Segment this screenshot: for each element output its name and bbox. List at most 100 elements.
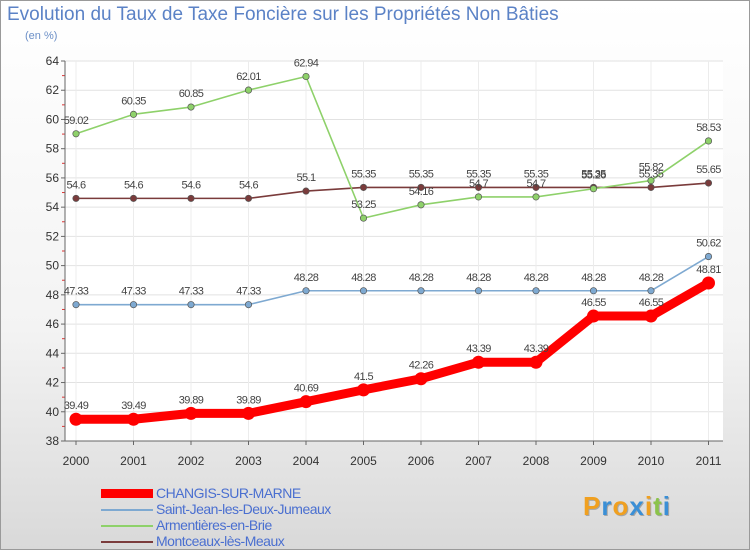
data-label: 39.49 bbox=[121, 400, 146, 412]
data-label: 55.26 bbox=[581, 170, 606, 182]
data-label: 60.85 bbox=[179, 88, 204, 100]
data-label: 55.35 bbox=[409, 168, 434, 180]
y-tick-label: 58 bbox=[46, 142, 60, 156]
y-tick-label: 42 bbox=[46, 376, 60, 390]
data-label: 60.35 bbox=[121, 95, 146, 107]
data-point bbox=[359, 183, 368, 191]
data-label: 54.6 bbox=[124, 179, 143, 191]
data-label: 47.33 bbox=[121, 286, 146, 298]
data-point bbox=[644, 309, 658, 323]
data-point bbox=[417, 287, 425, 295]
x-tick-label: 2001 bbox=[120, 454, 147, 468]
data-point bbox=[129, 194, 138, 202]
data-label: 55.1 bbox=[296, 172, 315, 184]
data-point bbox=[127, 412, 140, 426]
data-point bbox=[589, 287, 598, 295]
x-tick-label: 2008 bbox=[523, 454, 550, 468]
data-label: 55.35 bbox=[581, 168, 606, 180]
y-tick-label: 56 bbox=[46, 171, 60, 185]
legend-label: Montceaux-lès-Meaux bbox=[156, 533, 285, 549]
legend-label: Armentières-en-Brie bbox=[156, 517, 272, 533]
data-label: 62.94 bbox=[294, 57, 319, 69]
y-tick-label: 46 bbox=[46, 317, 60, 331]
legend-swatch bbox=[101, 525, 153, 527]
data-label: 54.6 bbox=[181, 179, 200, 191]
series-0 bbox=[69, 276, 715, 426]
data-label: 47.33 bbox=[179, 286, 204, 298]
chart-title: Evolution du Taux de Taxe Foncière sur l… bbox=[7, 4, 559, 25]
y-tick-label: 54 bbox=[46, 200, 60, 214]
data-label: 43.39 bbox=[466, 343, 491, 355]
data-point bbox=[704, 137, 713, 145]
data-point bbox=[187, 301, 195, 309]
data-point bbox=[242, 406, 255, 420]
data-point bbox=[184, 406, 198, 420]
data-point bbox=[244, 194, 253, 202]
data-point bbox=[529, 355, 543, 369]
data-label: 54.7 bbox=[526, 178, 545, 190]
data-label: 48.28 bbox=[466, 272, 491, 284]
data-point bbox=[589, 185, 598, 193]
x-tick-label: 2004 bbox=[293, 454, 320, 468]
y-tick-label: 64 bbox=[46, 54, 60, 68]
x-tick-label: 2007 bbox=[465, 454, 492, 468]
data-point bbox=[414, 372, 428, 386]
data-point bbox=[359, 287, 368, 295]
x-tick-label: 2011 bbox=[696, 454, 722, 468]
data-point bbox=[72, 130, 80, 138]
data-point bbox=[244, 86, 253, 94]
y-tick-label: 44 bbox=[46, 346, 60, 360]
data-point bbox=[417, 183, 425, 191]
data-label: 59.02 bbox=[64, 115, 89, 127]
data-point bbox=[532, 287, 540, 295]
data-label: 48.28 bbox=[409, 272, 434, 284]
data-label: 48.28 bbox=[639, 272, 664, 284]
plot-area bbox=[65, 61, 723, 441]
data-point bbox=[129, 301, 138, 309]
data-point bbox=[187, 103, 195, 111]
data-label: 41.5 bbox=[354, 371, 373, 383]
series-line bbox=[75, 255, 710, 306]
data-point bbox=[474, 183, 483, 191]
data-point bbox=[704, 179, 713, 187]
x-tick-label: 2006 bbox=[408, 454, 435, 468]
data-point bbox=[474, 287, 483, 295]
data-label: 55.35 bbox=[351, 168, 376, 180]
x-tick-label: 2009 bbox=[580, 454, 607, 468]
data-point bbox=[472, 355, 485, 369]
data-label: 48.28 bbox=[351, 272, 376, 284]
data-label: 47.33 bbox=[236, 286, 261, 298]
data-label: 39.89 bbox=[179, 394, 204, 406]
y-tick-label: 62 bbox=[46, 83, 60, 97]
logo-letter: x bbox=[629, 491, 645, 521]
data-point bbox=[532, 183, 540, 191]
data-point bbox=[704, 253, 713, 261]
series-1 bbox=[72, 253, 713, 309]
data-point bbox=[532, 193, 540, 201]
data-point bbox=[187, 194, 195, 202]
data-point bbox=[244, 301, 253, 309]
x-tick-label: 2000 bbox=[63, 454, 90, 468]
data-label: 46.55 bbox=[581, 297, 606, 309]
logo-letter: i bbox=[644, 491, 654, 521]
y-axis-unit: (en %) bbox=[25, 30, 58, 42]
data-point bbox=[647, 287, 655, 295]
data-label: 54.6 bbox=[66, 179, 85, 191]
x-tick-label: 2010 bbox=[638, 454, 665, 468]
legend-label: CHANGIS-SUR-MARNE bbox=[156, 485, 301, 501]
legend-swatch bbox=[101, 509, 153, 511]
y-tick-label: 38 bbox=[46, 434, 60, 448]
logo-letter: P bbox=[583, 491, 602, 521]
data-point bbox=[299, 395, 313, 409]
data-label: 48.28 bbox=[581, 272, 606, 284]
data-label: 54.16 bbox=[409, 186, 434, 198]
data-point bbox=[302, 187, 310, 195]
legend-swatch bbox=[101, 541, 153, 543]
data-label: 54.7 bbox=[469, 178, 488, 190]
series-line bbox=[71, 278, 713, 424]
data-point bbox=[647, 177, 655, 185]
data-label: 55.65 bbox=[696, 164, 721, 176]
data-point bbox=[474, 193, 483, 201]
data-point bbox=[72, 301, 80, 309]
data-label: 48.28 bbox=[524, 272, 549, 284]
